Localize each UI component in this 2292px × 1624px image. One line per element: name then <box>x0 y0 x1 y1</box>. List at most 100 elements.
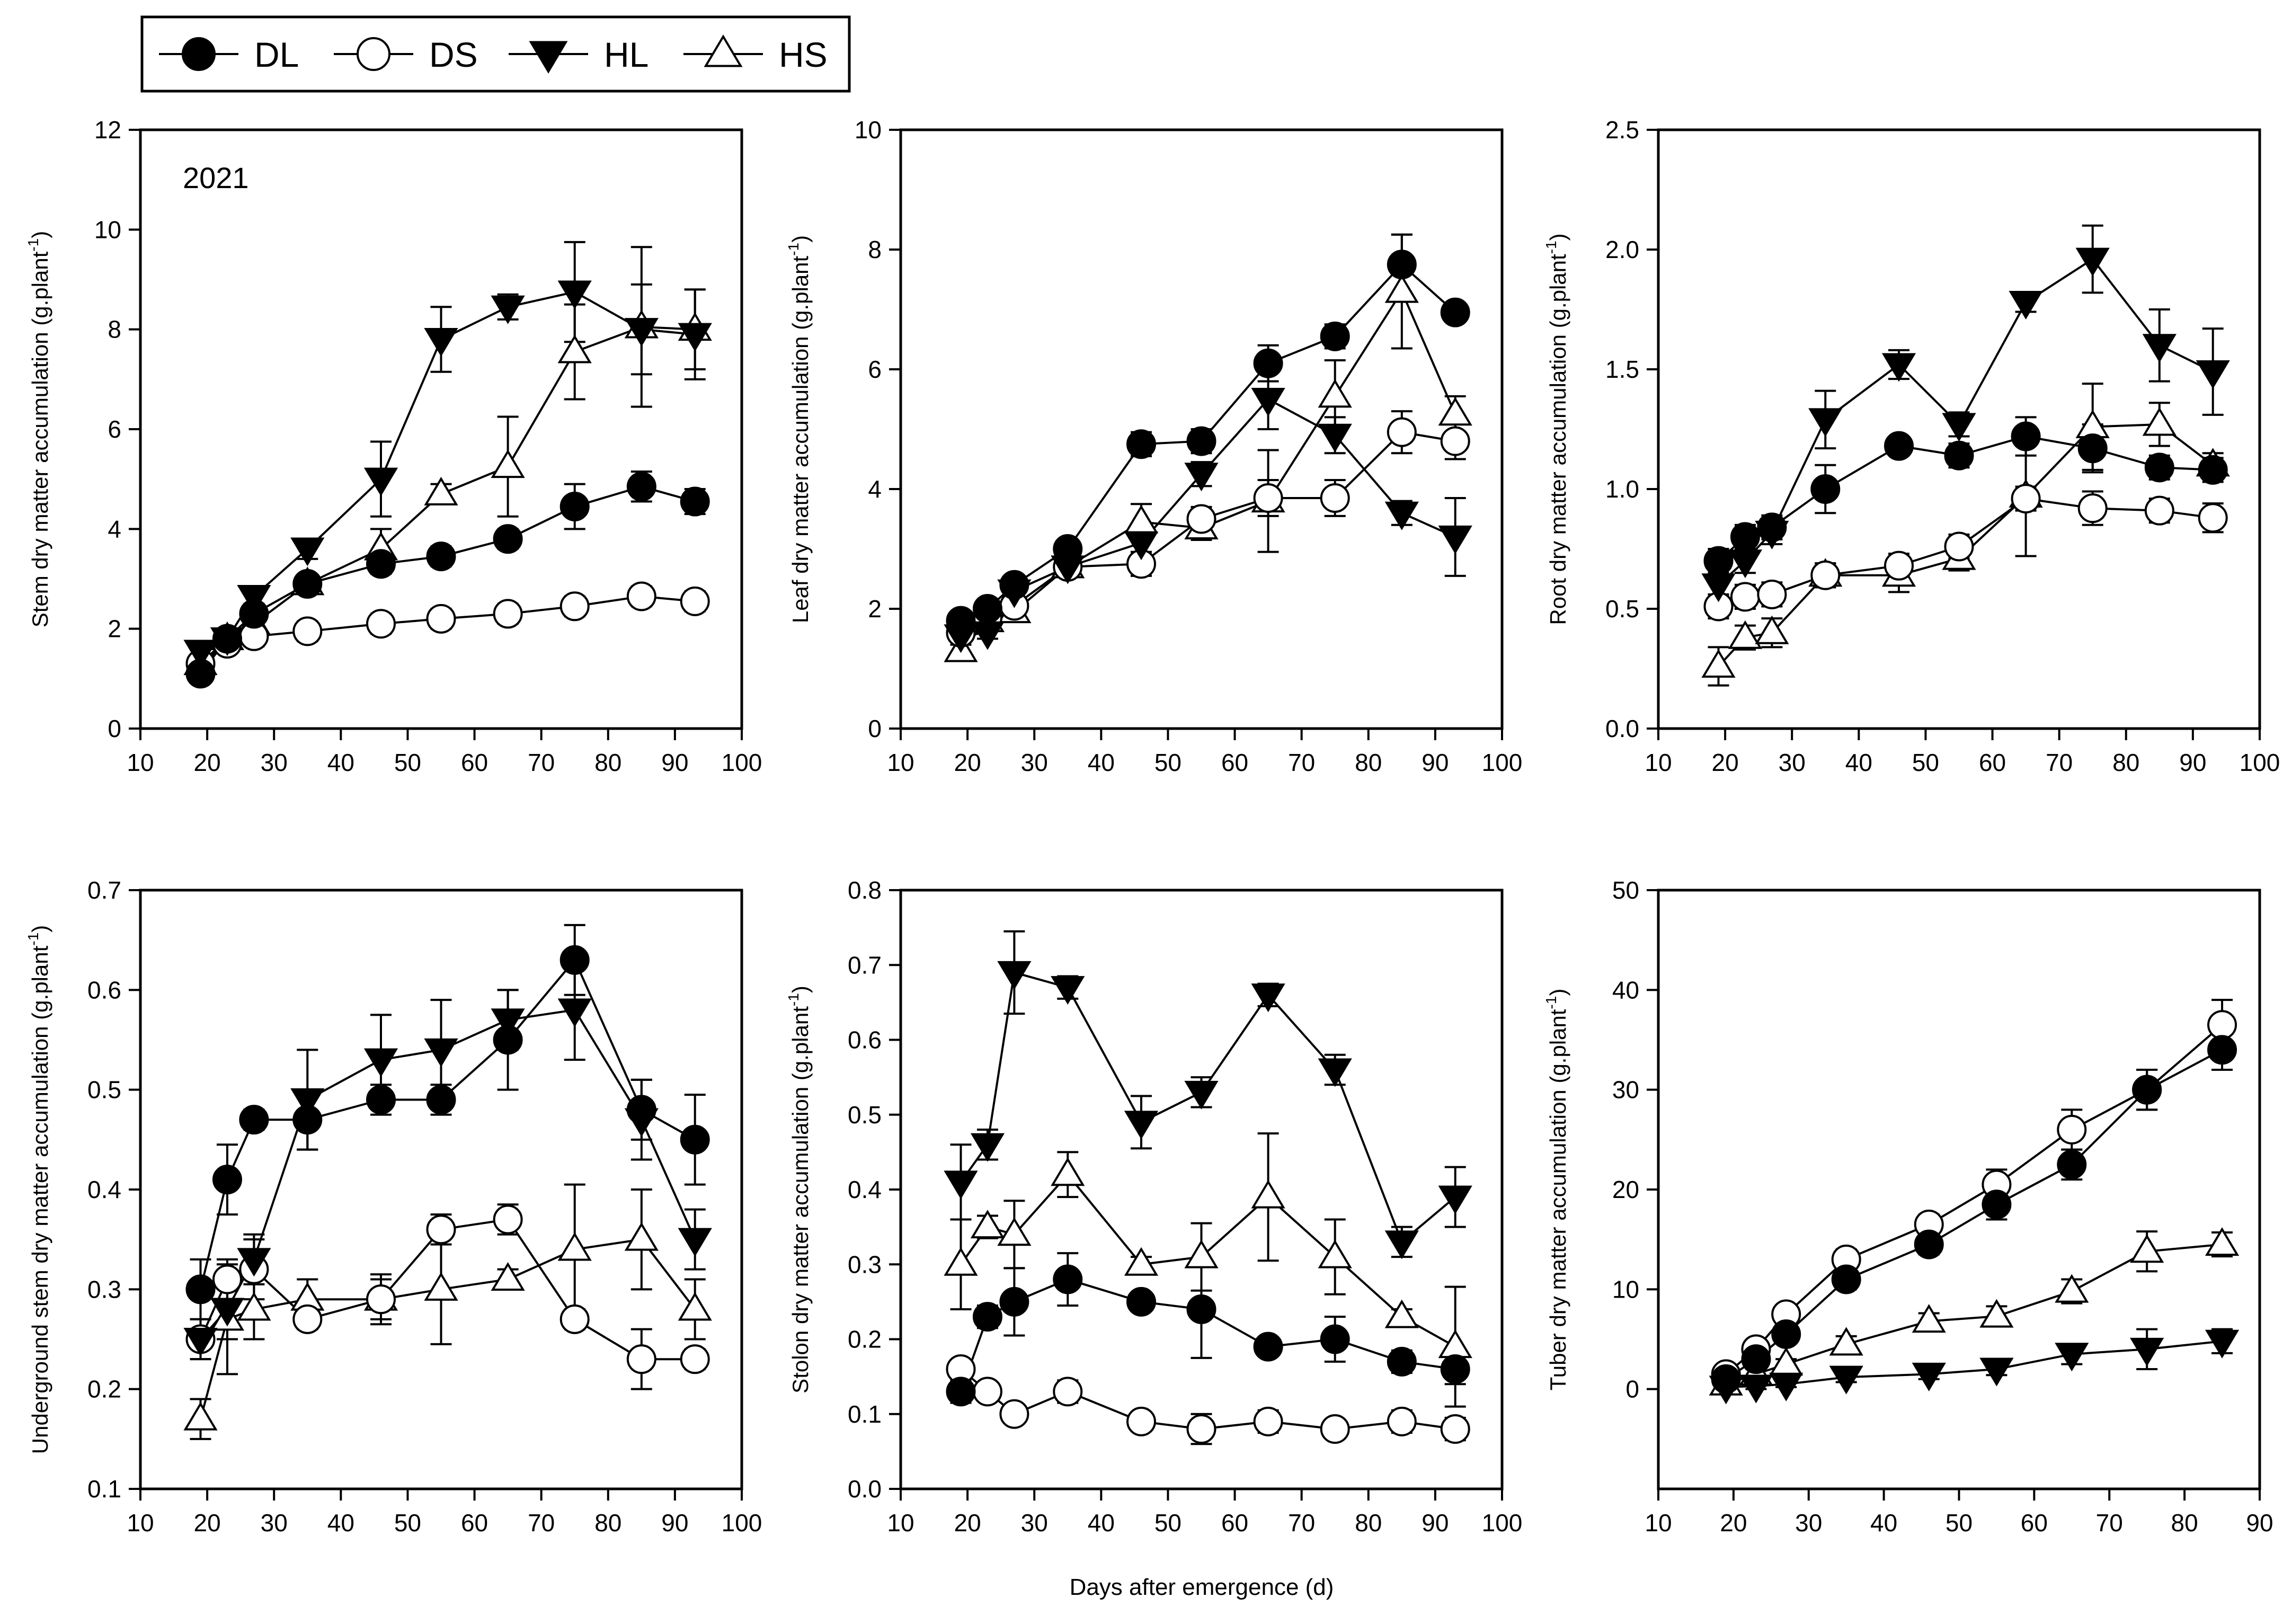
y-tick-label: 0.1 <box>87 1475 121 1503</box>
data-point-hs <box>970 1210 1005 1239</box>
data-point-hl <box>1318 1058 1352 1087</box>
x-tick-label: 30 <box>261 749 288 776</box>
x-tick-label: 30 <box>1779 749 1806 776</box>
x-tick-label: 20 <box>954 1509 981 1537</box>
data-point-ds <box>1387 1406 1417 1436</box>
x-tick-label: 40 <box>1845 749 1872 776</box>
y-tick-label: 0.7 <box>848 951 882 979</box>
y-axis-label: Underground stem dry matter accumulation… <box>25 925 52 1454</box>
data-point-hl <box>970 1133 1005 1162</box>
data-point-ds <box>1320 1414 1350 1444</box>
data-point-ds <box>2077 493 2108 523</box>
y-tick-label: 0.7 <box>87 876 121 904</box>
x-tick-label: 90 <box>1422 1509 1449 1537</box>
data-point-dl <box>680 1124 710 1155</box>
data-point-hs <box>1438 1329 1472 1359</box>
y-tick-label: 6 <box>108 415 121 443</box>
data-point-hl <box>424 1038 458 1067</box>
data-point-ds <box>680 1344 710 1374</box>
chart-panel-2: 10 20 30 40 50 60 70 80 90 100 0 2 4 6 8 10 Leaf dry mat… <box>785 116 1522 776</box>
data-point-dl <box>185 1274 216 1304</box>
data-point-ds <box>1440 426 1470 456</box>
data-point-dl <box>559 491 590 521</box>
data-point-ds <box>426 604 456 634</box>
y-axis-label: Root dry matter accumulation (g.plant-1) <box>1543 233 1570 625</box>
series-line-hl <box>960 971 1456 1244</box>
data-point-hs <box>2055 1274 2089 1303</box>
data-point-dl <box>1320 321 1350 351</box>
data-point-hs <box>1384 274 1419 303</box>
x-tick-label: 20 <box>1720 1509 1747 1537</box>
y-tick-label: 0.5 <box>87 1076 121 1104</box>
data-point-hl <box>491 295 525 324</box>
data-point-dl <box>1944 440 1974 471</box>
data-point-hs <box>1728 620 1763 649</box>
data-point-dl <box>946 1377 976 1407</box>
x-tick-label: 50 <box>1154 1509 1181 1537</box>
data-point-hl <box>1384 501 1419 530</box>
data-point-hl <box>624 318 659 347</box>
series-line-hl <box>1718 258 2214 586</box>
data-point-hl <box>944 1170 978 1200</box>
data-point-hs <box>424 476 458 505</box>
legend-entry-hs: HS <box>683 34 828 74</box>
chart-panel-5: 10 20 30 40 50 60 70 80 90 100 0.0 0.1 0.2 0.3 0.4 0.5 0… <box>785 876 1522 1537</box>
data-point-hl <box>210 1298 245 1327</box>
data-point-hl <box>2142 334 2176 363</box>
x-tick-label: 60 <box>2021 1509 2048 1537</box>
x-tick-label: 10 <box>1645 1509 1672 1537</box>
data-point-dl <box>1126 1286 1156 1317</box>
y-tick-label: 8 <box>868 236 882 263</box>
data-point-hl <box>363 467 398 496</box>
x-tick-label: 60 <box>1979 749 2006 776</box>
data-point-dl <box>559 945 590 975</box>
x-tick-label: 80 <box>594 1509 621 1537</box>
data-point-hl <box>183 1328 218 1357</box>
data-point-ds <box>1126 1406 1156 1436</box>
x-tick-label: 60 <box>461 1509 488 1537</box>
y-tick-label: 2.5 <box>1605 116 1639 144</box>
y-tick-label: 0.2 <box>848 1326 882 1353</box>
data-point-hl <box>1124 1111 1159 1140</box>
chart-panel-1: 10 20 30 40 50 60 70 80 90 100 0 2 4 6 8 10 12 Stem dry m… <box>25 116 762 776</box>
data-point-hl <box>237 1248 271 1277</box>
series-line-dl <box>960 263 1456 622</box>
data-point-dl <box>1810 474 1841 504</box>
data-point-hs <box>1318 379 1352 408</box>
y-tick-label: 0.0 <box>1605 715 1639 742</box>
data-point-hs <box>557 1232 592 1261</box>
data-point-ds <box>1320 483 1350 513</box>
chart-panel-4: 10 20 30 40 50 60 70 80 90 100 0.1 0.2 0.3 0.4 0.5 0.6 0… <box>25 876 762 1537</box>
data-point-hl <box>1912 1362 1946 1391</box>
data-point-dl <box>292 569 323 599</box>
series-markers-hl <box>944 388 1472 653</box>
x-tick-label: 60 <box>461 749 488 776</box>
data-point-ds <box>292 616 323 646</box>
x-tick-label: 10 <box>887 749 914 776</box>
y-tick-label: 1.5 <box>1605 356 1639 383</box>
x-tick-label: 10 <box>127 1509 154 1537</box>
series-line-dl <box>199 958 696 1290</box>
y-tick-label: 2 <box>108 615 121 643</box>
data-point-dl <box>1126 429 1156 459</box>
data-point-hs <box>1384 1299 1419 1328</box>
x-tick-label: 100 <box>1482 749 1523 776</box>
x-tick-label: 80 <box>1355 1509 1382 1537</box>
y-tick-label: 30 <box>1612 1076 1639 1104</box>
y-tick-label: 0.6 <box>848 1026 882 1054</box>
y-tick-label: 0 <box>868 715 882 742</box>
data-point-hl <box>1318 423 1352 452</box>
data-point-ds <box>426 1214 456 1245</box>
data-point-hs <box>678 1292 712 1321</box>
data-point-hs <box>424 1272 458 1301</box>
data-point-hl <box>1769 1372 1804 1401</box>
y-tick-label: 8 <box>108 316 121 343</box>
x-tick-label: 50 <box>1945 1509 1973 1537</box>
data-point-hs <box>624 1222 659 1251</box>
x-tick-label: 100 <box>722 749 762 776</box>
data-point-dl <box>1253 1332 1283 1362</box>
series-line-hs <box>960 1173 1456 1348</box>
data-point-hl <box>1124 531 1159 561</box>
y-axis-label: Stem dry matter accumulation (g.plant-1) <box>25 231 52 628</box>
y-tick-label: 0.5 <box>1605 595 1639 623</box>
